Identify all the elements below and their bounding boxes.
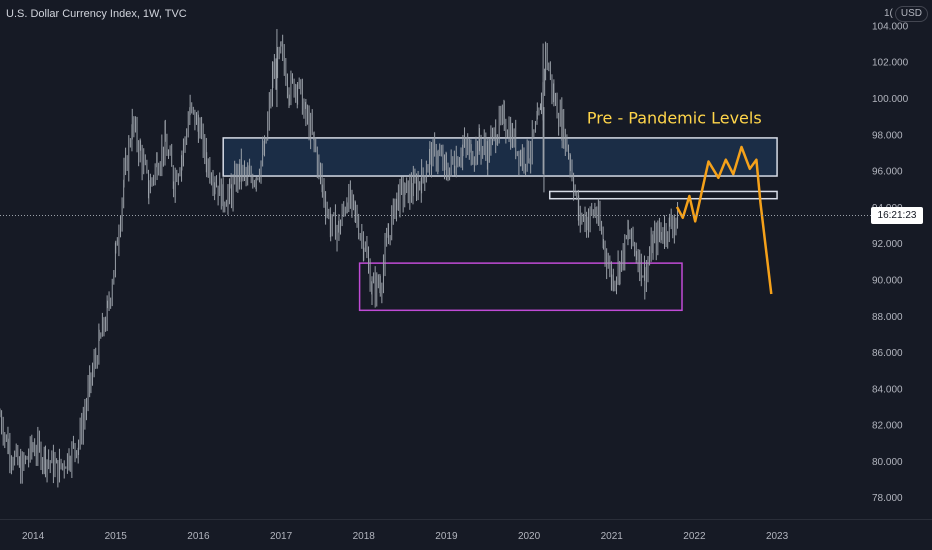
time-tick-label: 2021 [601, 531, 624, 542]
annotation-layer: Pre - Pandemic Levels [587, 108, 762, 127]
price-tick-label: 78.000 [872, 493, 903, 504]
price-tick-label: 104.000 [872, 21, 909, 32]
price-tick-label: 102.000 [872, 58, 909, 69]
currency-label: USD [894, 6, 929, 22]
candles-layer [0, 29, 679, 488]
resistance-zone-box[interactable] [222, 137, 778, 177]
zones-layer [222, 137, 778, 312]
price-tick-label: 86.000 [872, 348, 903, 359]
price-axis[interactable]: 78.000 80.000 82.000 84.000 86.000 88.000 90.0… [872, 21, 909, 504]
time-tick-label: 2015 [105, 531, 128, 542]
current-price-tag: 16:21:23 [871, 207, 923, 224]
price-tick-label: 92.000 [872, 239, 903, 250]
price-tick-label: 88.000 [872, 312, 903, 323]
time-tick-label: 2014 [22, 531, 45, 542]
time-tick-label: 2018 [353, 531, 376, 542]
currency-prefix: 1( [884, 8, 893, 19]
currency-selector[interactable]: 1(USD [884, 6, 929, 22]
price-tick-label: 96.000 [872, 167, 903, 178]
time-tick-label: 2023 [766, 531, 789, 542]
time-tick-label: 2019 [435, 531, 458, 542]
projection-line[interactable] [675, 145, 773, 295]
price-tick-label: 84.000 [872, 384, 903, 395]
price-tick-label: 90.000 [872, 275, 903, 286]
time-tick-label: 2016 [187, 531, 210, 542]
time-tick-label: 2022 [683, 531, 706, 542]
projection-layer [675, 145, 773, 295]
support-zone-box[interactable] [358, 262, 683, 312]
price-tick-label: 98.000 [872, 130, 903, 141]
price-tick-label: 100.000 [872, 94, 909, 105]
annotation-label[interactable]: Pre - Pandemic Levels [587, 108, 762, 127]
thin-zone-box[interactable] [548, 190, 778, 200]
price-tick-label: 80.000 [872, 457, 903, 468]
time-tick-label: 2017 [270, 531, 293, 542]
chart-title: U.S. Dollar Currency Index, 1W, TVC [6, 8, 187, 20]
time-axis[interactable]: 2014 2015 2016 2017 2018 2019 2020 2021 2022 2023 [22, 531, 789, 542]
price-tick-label: 82.000 [872, 421, 903, 432]
time-tick-label: 2020 [518, 531, 541, 542]
